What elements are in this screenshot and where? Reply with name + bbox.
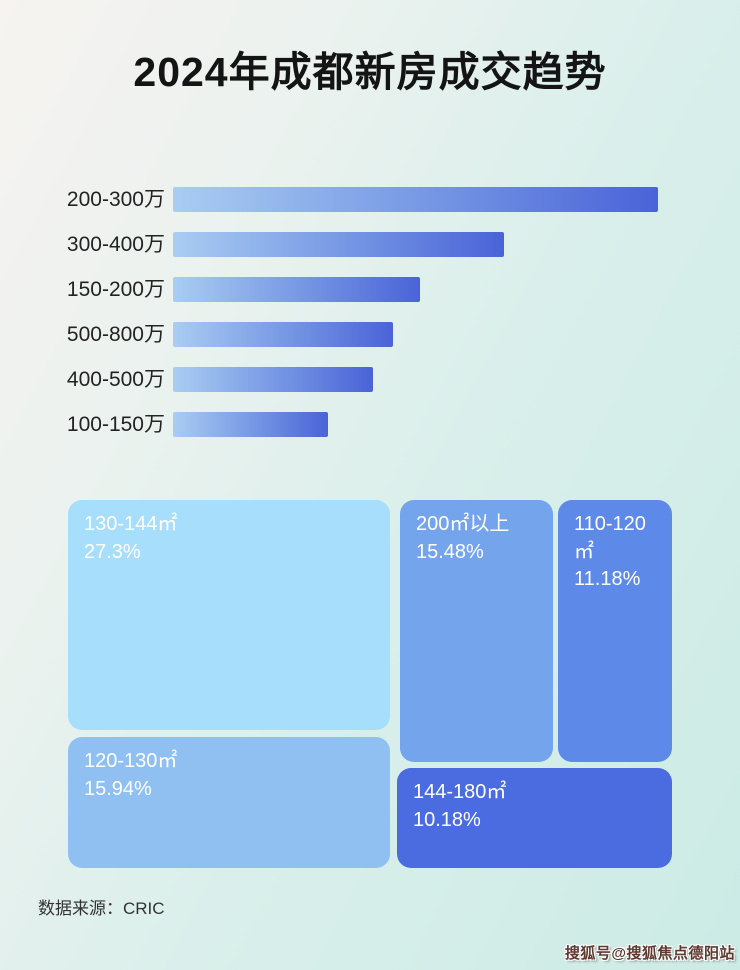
tile-label: 120-130㎡ xyxy=(84,750,178,772)
treemap-tile-130-144: 130-144㎡ 27.3% xyxy=(68,500,390,730)
bar-row: 200-300万 xyxy=(0,187,740,212)
bar-track xyxy=(173,232,740,257)
bar-label: 400-500万 xyxy=(66,368,165,391)
bar-label: 200-300万 xyxy=(66,188,165,211)
bar-track xyxy=(173,277,740,302)
bar-fill xyxy=(173,412,328,437)
bar-row: 300-400万 xyxy=(0,232,740,257)
bar-fill xyxy=(173,187,658,212)
bar-row: 100-150万 xyxy=(0,412,740,437)
bar-track xyxy=(173,322,740,347)
bar-track xyxy=(173,187,740,212)
treemap-tile-200-plus: 200㎡以上 15.48% xyxy=(400,500,553,762)
bar-label: 100-150万 xyxy=(66,413,165,436)
page-title: 2024年成都新房成交趋势 xyxy=(133,49,607,95)
tile-label: 110-120㎡ xyxy=(574,513,646,563)
treemap-tile-120-130: 120-130㎡ 15.94% xyxy=(68,737,390,868)
bar-label: 500-800万 xyxy=(66,323,165,346)
bar-label: 150-200万 xyxy=(66,278,165,301)
bar-row: 400-500万 xyxy=(0,367,740,392)
bar-fill xyxy=(173,277,420,302)
tile-label: 200㎡以上 xyxy=(416,513,510,535)
bar-track xyxy=(173,412,740,437)
bar-row: 150-200万 xyxy=(0,277,740,302)
area-treemap: 130-144㎡ 27.3% 120-130㎡ 15.94% 200㎡以上 15… xyxy=(68,500,672,868)
tile-label: 144-180㎡ xyxy=(413,781,507,803)
sohu-watermark: 搜狐号@搜狐焦点德阳站 xyxy=(564,945,735,962)
tile-percent: 27.3% xyxy=(84,540,141,563)
bar-fill xyxy=(173,367,373,392)
treemap-tile-110-120: 110-120㎡ 11.18% xyxy=(558,500,672,762)
bar-fill xyxy=(173,322,393,347)
price-range-bar-chart: 200-300万 300-400万 150-200万 500-800万 400-… xyxy=(0,187,740,437)
bar-track xyxy=(173,367,740,392)
bar-row: 500-800万 xyxy=(0,322,740,347)
treemap-tile-144-180: 144-180㎡ 10.18% xyxy=(397,768,672,868)
tile-percent: 10.18% xyxy=(413,808,481,831)
tile-label: 130-144㎡ xyxy=(84,513,178,535)
data-source-note: 数据来源：CRIC xyxy=(38,899,165,918)
tile-percent: 11.18% xyxy=(574,568,641,591)
tile-percent: 15.48% xyxy=(416,540,484,563)
bar-label: 300-400万 xyxy=(66,233,165,256)
bar-fill xyxy=(173,232,504,257)
tile-percent: 15.94% xyxy=(84,777,152,800)
